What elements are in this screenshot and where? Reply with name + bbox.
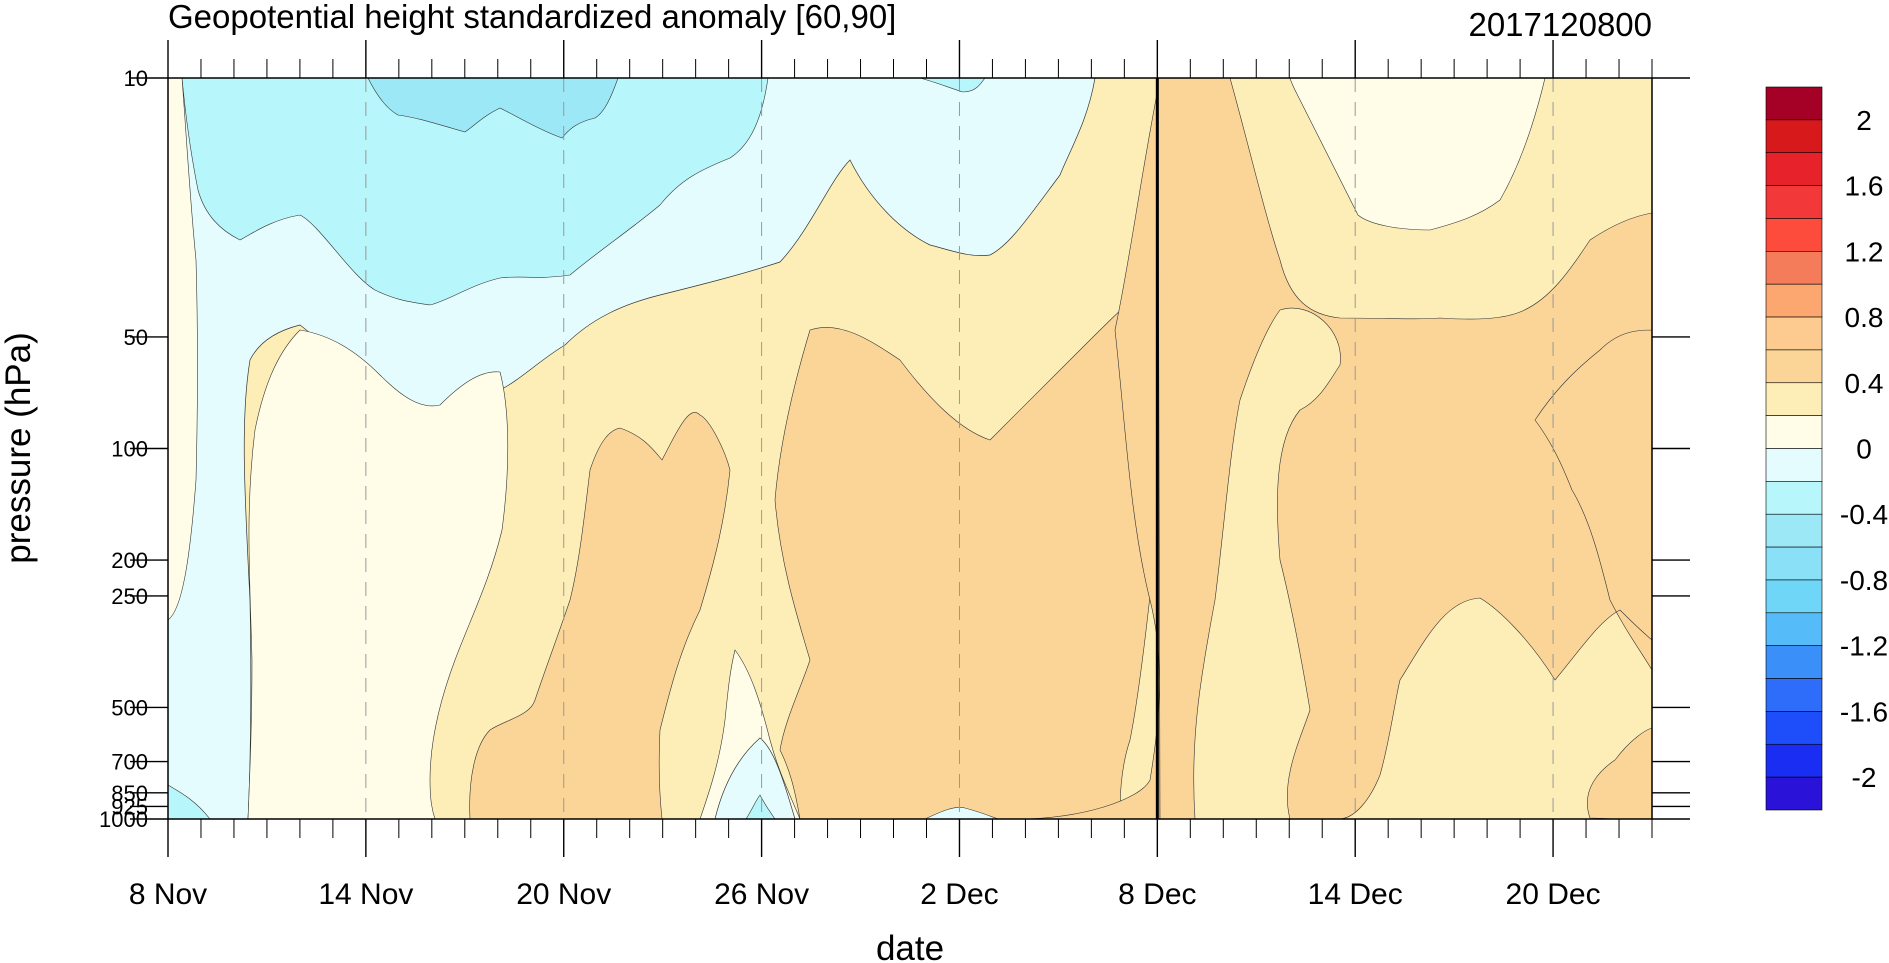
y-tick-label: 700 xyxy=(111,750,148,775)
contour-layer-pos-02d xyxy=(168,78,198,621)
colorbar-swatch xyxy=(1765,86,1823,121)
colorbar-swatch xyxy=(1765,645,1823,679)
x-tick-labels: 8 Nov 14 Nov 20 Nov 26 Nov 2 Dec 8 Dec 14 Dec 2… xyxy=(129,878,1601,911)
colorbar-label: 1.6 xyxy=(1845,171,1884,202)
colorbar-swatch xyxy=(1765,218,1823,252)
x-tick-label: 14 Nov xyxy=(318,878,413,911)
colorbar-swatch xyxy=(1765,678,1823,712)
y-tick-label: 200 xyxy=(111,548,148,573)
contour-layer-neg-bottom-a xyxy=(714,737,796,819)
colorbar-swatch xyxy=(1765,579,1823,614)
colorbar-swatch xyxy=(1765,448,1823,482)
y-tick-label: 1000 xyxy=(99,807,148,832)
contour-layer-neg-bottom-d xyxy=(924,807,999,819)
y-axis-label: pressure (hPa) xyxy=(0,332,38,563)
contour-layer-pos-02b xyxy=(247,329,509,819)
chart-title: Geopotential height standardized anomaly… xyxy=(168,0,896,35)
y-tick-label: 10 xyxy=(124,66,148,91)
x-tick-label: 8 Dec xyxy=(1118,878,1196,911)
colorbar-label: -1.6 xyxy=(1840,696,1888,727)
contour-layer-neg-bottom-c xyxy=(168,784,211,819)
axes xyxy=(130,40,1690,857)
contour-layer-pos-08c xyxy=(1019,78,1161,819)
colorbar-swatch xyxy=(1765,316,1823,351)
colorbar-swatch xyxy=(1765,283,1823,318)
colorbar-swatch xyxy=(1765,349,1823,384)
colorbar-swatch xyxy=(1765,481,1823,515)
colorbar-swatch xyxy=(1765,513,1823,548)
y-tick-label: 100 xyxy=(111,437,148,462)
colorbar-swatch xyxy=(1765,612,1823,646)
y-tick-label: 50 xyxy=(124,325,148,350)
x-tick-label: 14 Dec xyxy=(1308,878,1403,911)
colorbar-label: -0.8 xyxy=(1840,565,1888,596)
x-tick-label: 20 Dec xyxy=(1506,878,1601,911)
colorbar-label: -2 xyxy=(1852,762,1877,793)
x-tick-label: 26 Nov xyxy=(714,878,809,911)
y-tick-label: 925 xyxy=(111,794,148,819)
chart-subtitle: 2017120800 xyxy=(1468,6,1652,43)
contour-layer-pos-08d xyxy=(1157,78,1652,819)
contour-layer-neg-04 xyxy=(181,78,769,306)
colorbar-swatch xyxy=(1765,743,1823,778)
x-axis-label: date xyxy=(876,929,944,963)
colorbar-swatch xyxy=(1765,711,1823,745)
contour-layer-neg-bottom-b xyxy=(745,794,776,819)
colorbar-label: 1.2 xyxy=(1845,236,1884,267)
colorbar-swatch xyxy=(1765,415,1823,449)
contour-layer-neg-06 xyxy=(367,78,619,139)
colorbar-swatch xyxy=(1765,776,1823,811)
colorbar: 2 1.6 1.2 0.8 0.4 0 -0.4 -0.8 -1.2 -1.6 -2 xyxy=(1765,86,1888,811)
colorbar-swatch xyxy=(1765,546,1823,581)
colorbar-swatch xyxy=(1765,152,1823,186)
colorbar-label: 2 xyxy=(1856,105,1872,136)
colorbar-label: -1.2 xyxy=(1840,631,1888,662)
contour-layer-pos-02a xyxy=(1289,78,1546,231)
colorbar-label: 0 xyxy=(1856,434,1872,465)
y-tick-label: 500 xyxy=(111,695,148,720)
colorbar-label: -0.4 xyxy=(1840,499,1888,530)
x-tick-label: 20 Nov xyxy=(516,878,611,911)
y-tick-label: 250 xyxy=(111,584,148,609)
contour-layer-pos-08a xyxy=(469,412,731,819)
y-tick-label: 850 xyxy=(111,781,148,806)
colorbar-swatch xyxy=(1765,119,1823,154)
colorbar-label: 0.8 xyxy=(1845,302,1884,333)
x-tick-label: 8 Nov xyxy=(129,878,207,911)
colorbar-swatch xyxy=(1765,251,1823,285)
contour-fill xyxy=(168,78,1652,819)
colorbar-swatch xyxy=(1765,382,1823,416)
x-tick-label: 2 Dec xyxy=(920,878,998,911)
contour-layer-neg-04b xyxy=(919,78,986,93)
colorbar-label: 0.4 xyxy=(1845,368,1884,399)
colorbar-swatch xyxy=(1765,185,1823,219)
